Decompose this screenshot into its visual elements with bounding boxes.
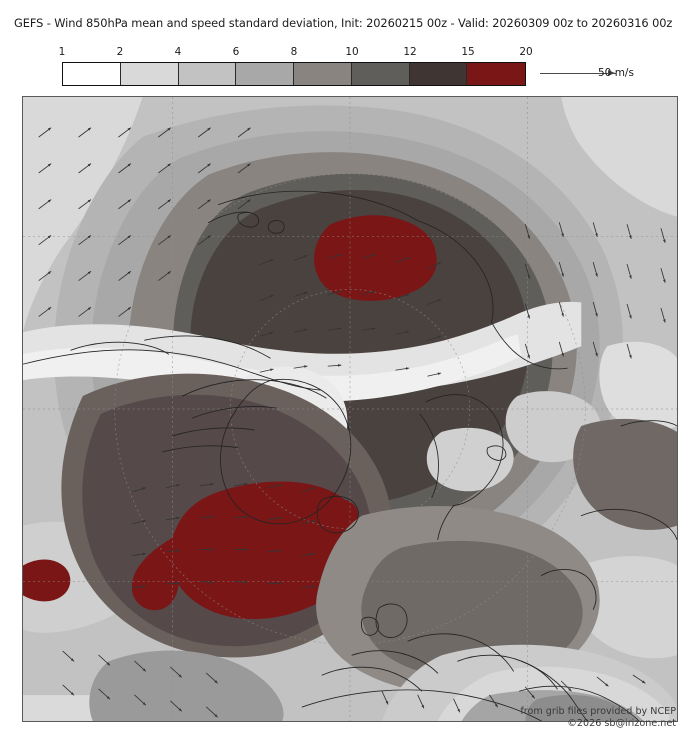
field-band-1-2 [23,97,143,333]
graticule-latitude-circle [230,289,470,529]
map-canvas [23,97,677,721]
map-plot-area [22,96,678,722]
colorbar-segment [351,63,410,85]
wind-barb-field-core [259,254,442,377]
credit-line-copyright: ©2026 sb@irizone.net [567,718,676,729]
field-band-4-6 [89,650,284,721]
field-shading [23,97,677,721]
colorbar-segment [178,63,237,85]
coastline-north-africa [301,689,542,721]
colorbar-tick-label: 8 [290,46,298,58]
colorbar-segment [467,63,525,85]
field-band-20-max [131,537,180,611]
coastline-caspian [540,569,597,610]
coastline-europe [407,633,514,672]
coastline-aleutians [144,335,271,359]
coastline-canada-arctic [162,445,239,453]
wind-barb-field-atlantic [132,482,316,589]
field-band-1-2 [572,556,677,659]
colorbar-segment [63,63,121,85]
coastline-siberia [217,190,419,222]
colorbar-tick-label: 20 [519,46,533,58]
colorbar-segment [236,63,294,85]
colorbar-tick-labels: 1 2 4 6 8 10 12 15 20 [0,46,700,61]
coastline-chukotka [417,220,494,323]
colorbar-tick-label: 10 [345,46,359,58]
barb-legend-label: 50 m/s [598,67,634,79]
colorbar-tick-label: 12 [403,46,417,58]
colorbar-segment [120,63,179,85]
wind-barb-field-nw [38,127,251,317]
field-band-8-10 [361,540,583,679]
wind-barb-field-ne [525,222,666,359]
colorbar-block: 1 2 4 6 8 10 12 15 20 50 m/s [0,46,700,90]
field-band-1-2 [23,334,522,402]
field-band-20-max [314,215,437,301]
map-layers [23,97,677,721]
coastline-island [267,220,285,234]
coastlines [23,190,677,721]
colorbar-tick-label: 2 [116,46,124,58]
wind-barb-field-south [62,650,646,718]
colorbar-tick-label: 15 [461,46,475,58]
colorbar [62,62,526,86]
coastline-greenland [220,378,352,525]
coastline-canada-arctic [182,379,327,399]
coastline-ireland [361,616,379,636]
wind-barb-legend: 50 m/s [536,62,696,86]
coastline-okhotsk [491,321,568,370]
coastline-iberia [321,666,423,692]
colorbar-segment [294,63,352,85]
coastline-middle-east [521,660,588,721]
field-band-20-max [317,498,359,535]
coastline-central-asia [580,508,677,541]
coastline-canada-arctic [192,406,277,419]
coastline-great-britain [375,603,408,638]
coastline-scandinavia [437,505,455,541]
title-bar: GEFS - Wind 850hPa mean and speed standa… [0,0,700,30]
coastline-canada-arctic [172,427,255,437]
graticule-latitude-circle [114,173,586,645]
field-band-1-2 [561,97,677,217]
field-band-6-8 [525,694,638,721]
colorbar-tick-label: 1 [58,46,66,58]
coastline-norway [419,413,439,499]
credit-line-source: from grib files provided by NCEP [520,706,676,717]
coastline-scandinavia [425,394,504,507]
barb-legend-arrow-icon [608,69,615,76]
coastline-island [237,212,260,228]
coastline-aleutians [70,341,169,355]
barb-legend-shaft-icon [540,73,616,74]
coastline-asia [620,420,677,427]
coastline-island [486,445,507,461]
graticule [23,97,677,721]
page-title: GEFS - Wind 850hPa mean and speed standa… [14,16,673,30]
field-band-2-4 [426,427,514,492]
colorbar-tick-label: 4 [174,46,182,58]
field-band-20-max [23,559,71,602]
wind-barbs [38,127,666,718]
field-band-20-max [169,481,363,620]
coastline-arabia [519,685,640,721]
coastline-iceland [316,495,359,534]
colorbar-tick-label: 6 [232,46,240,58]
field-band-1-2 [599,341,677,431]
coastline-iberia [351,650,439,674]
colorbar-segment [409,63,468,85]
field-band-8-10 [573,418,677,530]
